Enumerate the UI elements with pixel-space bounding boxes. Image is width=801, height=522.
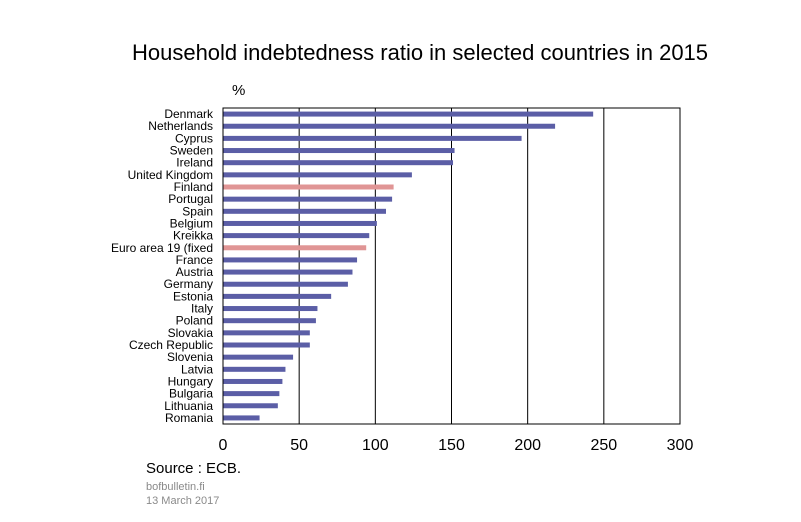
x-tick-label: 100	[362, 437, 389, 454]
category-label: Romania	[165, 411, 213, 425]
bar	[223, 269, 353, 275]
x-tick-label: 250	[590, 437, 617, 454]
category-label: Czech Republic	[129, 338, 213, 352]
category-label: Latvia	[181, 362, 213, 376]
source-note: Source : ECB.	[146, 460, 242, 477]
bar	[223, 354, 294, 360]
bar	[223, 135, 522, 141]
bar	[223, 306, 318, 312]
category-label: Lithuania	[164, 399, 213, 413]
bar	[223, 233, 370, 239]
bar	[223, 330, 310, 336]
bar	[223, 245, 367, 251]
grid-lines	[298, 108, 605, 424]
plot-frame	[222, 107, 681, 425]
bar	[223, 196, 393, 202]
bar	[223, 220, 377, 226]
bar	[223, 111, 594, 117]
bar	[223, 293, 332, 299]
bar	[223, 318, 316, 324]
category-label: Poland	[176, 314, 213, 328]
category-label: Euro area 19 (fixed	[111, 241, 213, 255]
bar	[223, 281, 348, 287]
category-label: Italy	[191, 302, 213, 316]
category-label: Slovakia	[168, 326, 214, 340]
category-label: Portugal	[168, 192, 213, 206]
category-label: Denmark	[164, 107, 214, 121]
category-label: Austria	[176, 265, 214, 279]
category-label: Kreikka	[173, 229, 213, 243]
x-tick-label: 0	[219, 437, 228, 454]
site-name: bofbulletin.fi	[146, 481, 205, 493]
bar	[223, 148, 455, 154]
category-label: Ireland	[176, 156, 213, 170]
bar	[223, 257, 358, 263]
category-label: Netherlands	[148, 119, 213, 133]
bar	[223, 391, 280, 397]
category-label: Spain	[182, 204, 213, 218]
x-tick-label: 150	[438, 437, 465, 454]
bar	[223, 184, 394, 190]
category-label: Finland	[174, 180, 213, 194]
bar	[223, 342, 310, 348]
bar	[223, 160, 454, 166]
bar	[223, 208, 386, 214]
bar	[223, 403, 278, 409]
publish-date: 13 March 2017	[146, 495, 220, 507]
category-label: Cyprus	[175, 131, 213, 145]
category-label: Belgium	[170, 216, 213, 230]
x-tick-label: 50	[290, 437, 308, 454]
bar	[223, 123, 556, 129]
category-labels: DenmarkNetherlandsCyprusSwedenIrelandUni…	[111, 107, 214, 425]
category-label: Sweden	[170, 144, 213, 158]
unit-label: %	[232, 82, 246, 99]
bar	[223, 366, 286, 372]
category-label: United Kingdom	[128, 168, 213, 182]
category-label: Bulgaria	[169, 387, 213, 401]
x-tick-label: 200	[514, 437, 541, 454]
bar	[223, 172, 412, 178]
category-label: Germany	[164, 277, 213, 291]
category-label: Slovenia	[167, 350, 213, 364]
chart-title: Household indebtedness ratio in selected…	[131, 40, 709, 65]
bar	[223, 415, 260, 421]
x-tick-label: 300	[667, 437, 694, 454]
bar	[223, 378, 283, 384]
category-label: Estonia	[173, 289, 213, 303]
x-tick-labels: 0 50 100 150 200 250 300	[219, 437, 694, 454]
category-label: Hungary	[168, 374, 213, 388]
bars	[223, 111, 594, 421]
category-label: France	[176, 253, 214, 267]
